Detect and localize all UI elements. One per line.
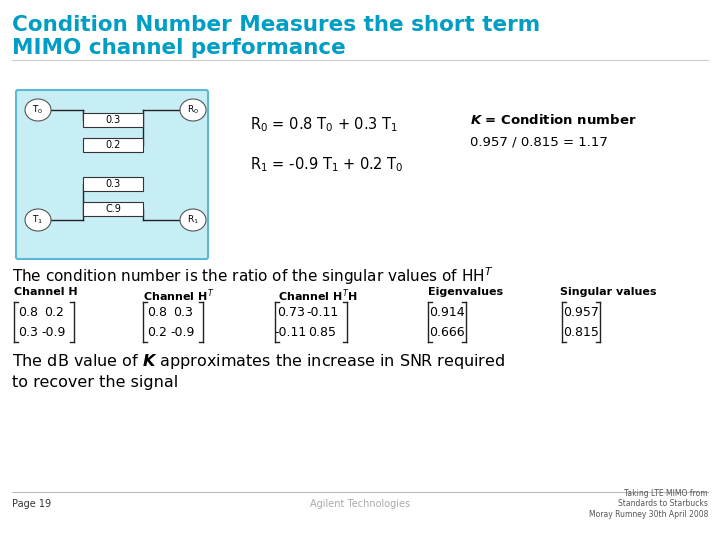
Ellipse shape <box>180 99 206 121</box>
Text: 0.8: 0.8 <box>147 306 167 319</box>
FancyBboxPatch shape <box>83 177 143 191</box>
Text: Channel H$^T$: Channel H$^T$ <box>143 287 215 303</box>
Text: 0.3: 0.3 <box>173 306 193 319</box>
Text: T$_0$: T$_0$ <box>32 104 44 116</box>
FancyBboxPatch shape <box>16 90 208 259</box>
Text: 0.85: 0.85 <box>309 326 337 339</box>
FancyBboxPatch shape <box>83 202 143 216</box>
Text: Channel H$^T$H: Channel H$^T$H <box>278 287 357 303</box>
Text: -0.11: -0.11 <box>307 306 338 319</box>
Text: Singular values: Singular values <box>560 287 657 297</box>
Text: -0.9: -0.9 <box>171 326 195 339</box>
FancyBboxPatch shape <box>83 138 143 152</box>
Text: R$_0$: R$_0$ <box>187 104 199 116</box>
Text: -0.11: -0.11 <box>274 326 307 339</box>
Text: $\bfit{K}$ = Condition number: $\bfit{K}$ = Condition number <box>470 113 636 127</box>
Text: Page 19: Page 19 <box>12 499 51 509</box>
Text: Eigenvalues: Eigenvalues <box>428 287 503 297</box>
Text: R$_1$: R$_1$ <box>187 214 199 226</box>
Text: Condition Number Measures the short term: Condition Number Measures the short term <box>12 15 540 35</box>
Text: C.9: C.9 <box>105 204 121 214</box>
Text: Agilent Technologies: Agilent Technologies <box>310 499 410 509</box>
Text: 0.2: 0.2 <box>105 140 121 150</box>
Text: R$_1$ = -0.9 T$_1$ + 0.2 T$_0$: R$_1$ = -0.9 T$_1$ + 0.2 T$_0$ <box>250 156 404 174</box>
Text: 0.3: 0.3 <box>18 326 37 339</box>
Ellipse shape <box>180 209 206 231</box>
Text: The condition number is the ratio of the singular values of HH$^T$: The condition number is the ratio of the… <box>12 265 493 287</box>
Text: 0.3: 0.3 <box>105 115 121 125</box>
Ellipse shape <box>25 209 51 231</box>
Ellipse shape <box>25 99 51 121</box>
Text: 0.815: 0.815 <box>563 326 599 339</box>
Text: 0.3: 0.3 <box>105 179 121 189</box>
Text: -0.9: -0.9 <box>42 326 66 339</box>
Text: 0.8: 0.8 <box>18 306 37 319</box>
Text: 0.914: 0.914 <box>429 306 465 319</box>
Text: The dB value of $\bfit{K}$ approximates the increase in SNR required: The dB value of $\bfit{K}$ approximates … <box>12 352 505 371</box>
Text: 0.73: 0.73 <box>276 306 305 319</box>
Text: R$_0$ = 0.8 T$_0$ + 0.3 T$_1$: R$_0$ = 0.8 T$_0$ + 0.3 T$_1$ <box>250 116 398 134</box>
Text: Taking LTE MIMO from
Standards to Starbucks
Moray Rumney 30th April 2008: Taking LTE MIMO from Standards to Starbu… <box>589 489 708 519</box>
Text: 0.666: 0.666 <box>429 326 465 339</box>
Text: 0.957 / 0.815 = 1.17: 0.957 / 0.815 = 1.17 <box>470 136 608 148</box>
Text: to recover the signal: to recover the signal <box>12 375 179 390</box>
Text: MIMO channel performance: MIMO channel performance <box>12 38 346 58</box>
Text: 0.957: 0.957 <box>563 306 599 319</box>
FancyBboxPatch shape <box>83 113 143 127</box>
Text: 0.2: 0.2 <box>44 306 64 319</box>
Text: T$_1$: T$_1$ <box>32 214 44 226</box>
Text: Channel H: Channel H <box>14 287 78 297</box>
Text: 0.2: 0.2 <box>147 326 167 339</box>
